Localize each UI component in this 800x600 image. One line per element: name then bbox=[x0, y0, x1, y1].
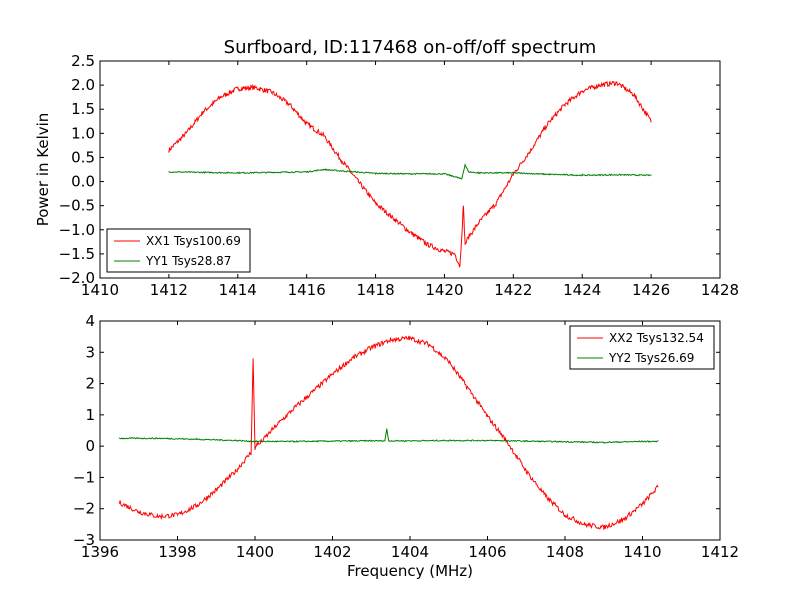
y-tick-label: −1.0 bbox=[59, 221, 95, 239]
x-tick-label: 1404 bbox=[391, 543, 429, 561]
x-tick-label: 1418 bbox=[356, 281, 394, 299]
y-tick-label: −3 bbox=[73, 531, 95, 549]
legend-label: YY2 Tsys26.69 bbox=[608, 351, 694, 365]
legend-box bbox=[569, 325, 715, 370]
x-tick-label: 1406 bbox=[468, 543, 506, 561]
legend-label: YY1 Tsys28.87 bbox=[145, 254, 231, 268]
series-line-2 bbox=[168, 163, 652, 180]
series-line-1 bbox=[118, 335, 659, 530]
y-tick-label: 2.5 bbox=[71, 52, 95, 70]
legend-label: XX1 Tsys100.69 bbox=[146, 234, 241, 248]
x-tick-label: 1396 bbox=[81, 543, 119, 561]
plot-frame bbox=[99, 60, 721, 279]
y-tick-label: 1 bbox=[85, 406, 95, 424]
y-tick-label: −1 bbox=[73, 468, 95, 486]
x-tick-label: 1424 bbox=[563, 281, 601, 299]
y-tick-label: 2 bbox=[85, 375, 95, 393]
x-tick-label: 1422 bbox=[494, 281, 532, 299]
y-tick-label: −2.0 bbox=[59, 269, 95, 287]
x-tick-label: 1398 bbox=[158, 543, 196, 561]
y-tick-label: 3 bbox=[85, 343, 95, 361]
x-tick-label: 1410 bbox=[81, 281, 119, 299]
y-axis-label: Power in Kelvin bbox=[34, 113, 52, 227]
x-tick-label: 1402 bbox=[313, 543, 351, 561]
y-tick-label: 0 bbox=[85, 437, 95, 455]
y-tick-label: 2.0 bbox=[71, 76, 95, 94]
y-tick-label: −1.5 bbox=[59, 245, 95, 263]
bottom-panel: 1396 1398 1400 1402 1404 1406 1408 1410 1412−3−2… bbox=[73, 312, 739, 580]
x-tick-label: 1412 bbox=[150, 281, 188, 299]
x-tick-label: 1400 bbox=[236, 543, 274, 561]
chart-title: Surfboard, ID:117468 on-off/off spectrum bbox=[224, 37, 597, 58]
y-tick-label: 4 bbox=[85, 312, 95, 330]
legend-box bbox=[106, 228, 251, 273]
y-tick-label: 1.5 bbox=[71, 100, 95, 118]
series-line-2 bbox=[118, 428, 659, 444]
x-tick-label: 1416 bbox=[288, 281, 326, 299]
series-line-1 bbox=[168, 80, 652, 269]
x-tick-label: 1414 bbox=[219, 281, 257, 299]
top-panel: 1410 1412 1414 1416 1418 1420 1422 1424 1426 1428… bbox=[34, 52, 739, 299]
x-tick-label: 1408 bbox=[546, 543, 584, 561]
x-tick-label: 1426 bbox=[632, 281, 670, 299]
x-tick-label: 1428 bbox=[701, 281, 739, 299]
x-tick-label: 1410 bbox=[623, 543, 661, 561]
x-tick-label: 1412 bbox=[701, 543, 739, 561]
x-tick-label: 1420 bbox=[425, 281, 463, 299]
x-axis-label: Frequency (MHz) bbox=[347, 562, 473, 580]
y-tick-label: 0.5 bbox=[71, 148, 95, 166]
y-tick-label: 1.0 bbox=[71, 124, 95, 142]
legend-label: XX2 Tsys132.54 bbox=[609, 331, 704, 345]
y-tick-label: −0.5 bbox=[59, 197, 95, 215]
y-tick-label: −2 bbox=[73, 500, 95, 518]
y-tick-label: 0.0 bbox=[71, 173, 95, 191]
